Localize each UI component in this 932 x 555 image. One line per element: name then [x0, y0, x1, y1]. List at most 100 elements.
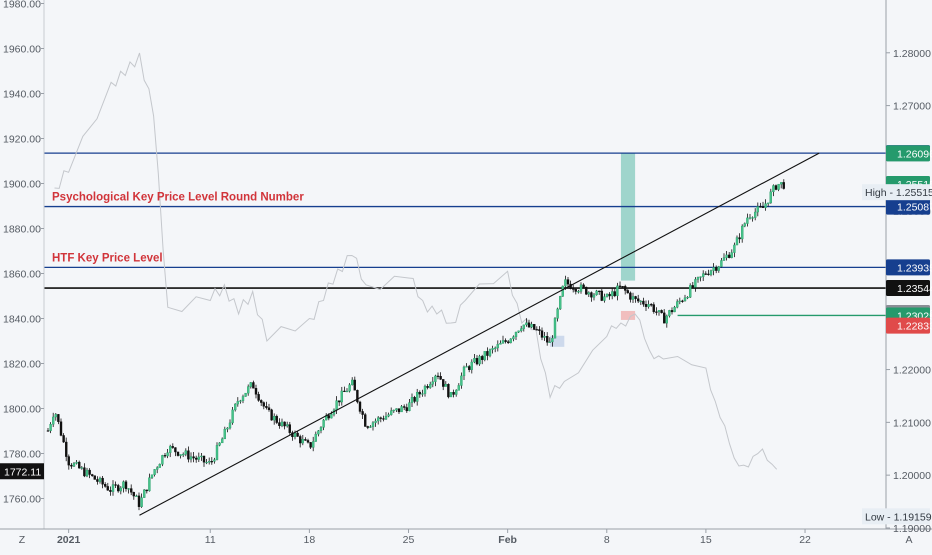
bullish-candle	[455, 390, 458, 395]
bullish-candle	[735, 237, 739, 246]
bullish-candle	[293, 432, 297, 438]
bullish-candle	[127, 488, 130, 490]
bullish-candle	[377, 417, 380, 422]
bearish-candle	[67, 456, 71, 466]
bearish-candle	[275, 415, 278, 423]
bullish-candle	[496, 344, 499, 349]
bullish-candle	[712, 267, 715, 271]
bullish-candle	[431, 381, 434, 385]
bearish-candle	[88, 469, 91, 475]
time-axis-panel[interactable]	[0, 529, 932, 550]
bearish-candle	[436, 375, 440, 377]
bearish-candle	[267, 407, 271, 411]
bullish-candle	[228, 422, 232, 429]
bullish-candle	[767, 202, 770, 204]
bearish-candle	[650, 304, 653, 306]
left-axis-tick-label: 1760.00	[3, 494, 41, 506]
bullish-candle	[220, 438, 224, 444]
price-label-badge	[886, 198, 930, 215]
bearish-candle	[278, 422, 281, 427]
time-axis-tick-label: 2021	[57, 534, 81, 546]
bearish-candle	[618, 285, 622, 287]
bullish-candle	[400, 406, 403, 413]
bullish-candle	[244, 392, 247, 397]
bearish-candle	[254, 388, 258, 395]
right-axis-tick-label: 1.27000	[893, 101, 931, 113]
bullish-candle	[709, 270, 713, 275]
bullish-candle	[657, 310, 661, 313]
bearish-candle	[343, 390, 346, 393]
bearish-candle	[613, 291, 616, 297]
bearish-candle	[379, 417, 382, 419]
bearish-candle	[114, 484, 117, 486]
bullish-candle	[98, 477, 102, 482]
bullish-candle	[410, 397, 414, 403]
bullish-candle	[434, 375, 437, 382]
bearish-candle	[759, 206, 762, 208]
bearish-candle	[70, 464, 73, 467]
bullish-candle	[150, 474, 154, 478]
bullish-candle	[592, 294, 596, 298]
bearish-candle	[642, 300, 645, 305]
bullish-candle	[587, 292, 590, 295]
bearish-candle	[624, 286, 627, 291]
bearish-candle	[504, 340, 507, 342]
bearish-candle	[83, 467, 86, 477]
bullish-candle	[501, 340, 505, 344]
price-label-badge	[886, 259, 930, 276]
bearish-candle	[327, 415, 330, 419]
auto-scale-toggle[interactable]: A	[905, 534, 912, 546]
price-label-text: 1.25087	[897, 202, 932, 214]
timezone-toggle[interactable]: Z	[19, 534, 26, 546]
high-label: High - 1.25515	[865, 187, 932, 199]
bearish-candle	[590, 292, 593, 298]
left-axis-tick-label: 1980.00	[3, 0, 41, 11]
bullish-candle	[512, 336, 515, 340]
bearish-candle	[296, 432, 299, 437]
bullish-candle	[205, 461, 208, 464]
bullish-candle	[631, 296, 635, 300]
bearish-candle	[452, 392, 455, 395]
bearish-candle	[608, 293, 611, 297]
bullish-candle	[457, 385, 460, 391]
bearish-candle	[426, 386, 429, 388]
bullish-candle	[530, 324, 533, 328]
bullish-candle	[678, 300, 681, 302]
bullish-candle	[548, 341, 551, 343]
stop-zone	[620, 310, 636, 320]
bullish-candle	[686, 296, 689, 299]
bullish-candle	[371, 422, 375, 427]
bullish-candle	[200, 455, 203, 458]
target-zone	[620, 153, 636, 281]
bullish-candle	[494, 347, 497, 349]
bullish-candle	[231, 409, 234, 424]
bearish-candle	[187, 450, 190, 460]
bearish-candle	[129, 488, 133, 493]
bullish-candle	[676, 301, 679, 308]
bullish-candle	[543, 336, 546, 338]
bearish-candle	[90, 474, 94, 476]
bullish-candle	[668, 310, 671, 317]
bearish-candle	[270, 409, 273, 421]
bearish-candle	[358, 401, 362, 412]
bullish-candle	[673, 306, 676, 313]
bearish-candle	[637, 298, 640, 302]
bearish-candle	[626, 290, 629, 294]
bullish-candle	[733, 244, 736, 253]
bullish-candle	[702, 273, 705, 277]
bullish-candle	[181, 454, 185, 456]
bullish-candle	[421, 393, 424, 395]
bearish-candle	[403, 406, 406, 408]
bearish-candle	[533, 324, 536, 330]
bearish-candle	[634, 296, 637, 299]
ascending-trendline[interactable]	[139, 152, 820, 516]
bullish-candle	[462, 366, 466, 377]
bullish-candle	[525, 322, 528, 326]
bullish-candle	[514, 331, 518, 337]
bullish-candle	[142, 489, 146, 498]
bearish-candle	[260, 400, 263, 403]
bearish-candle	[171, 446, 175, 448]
bearish-candle	[109, 490, 112, 492]
